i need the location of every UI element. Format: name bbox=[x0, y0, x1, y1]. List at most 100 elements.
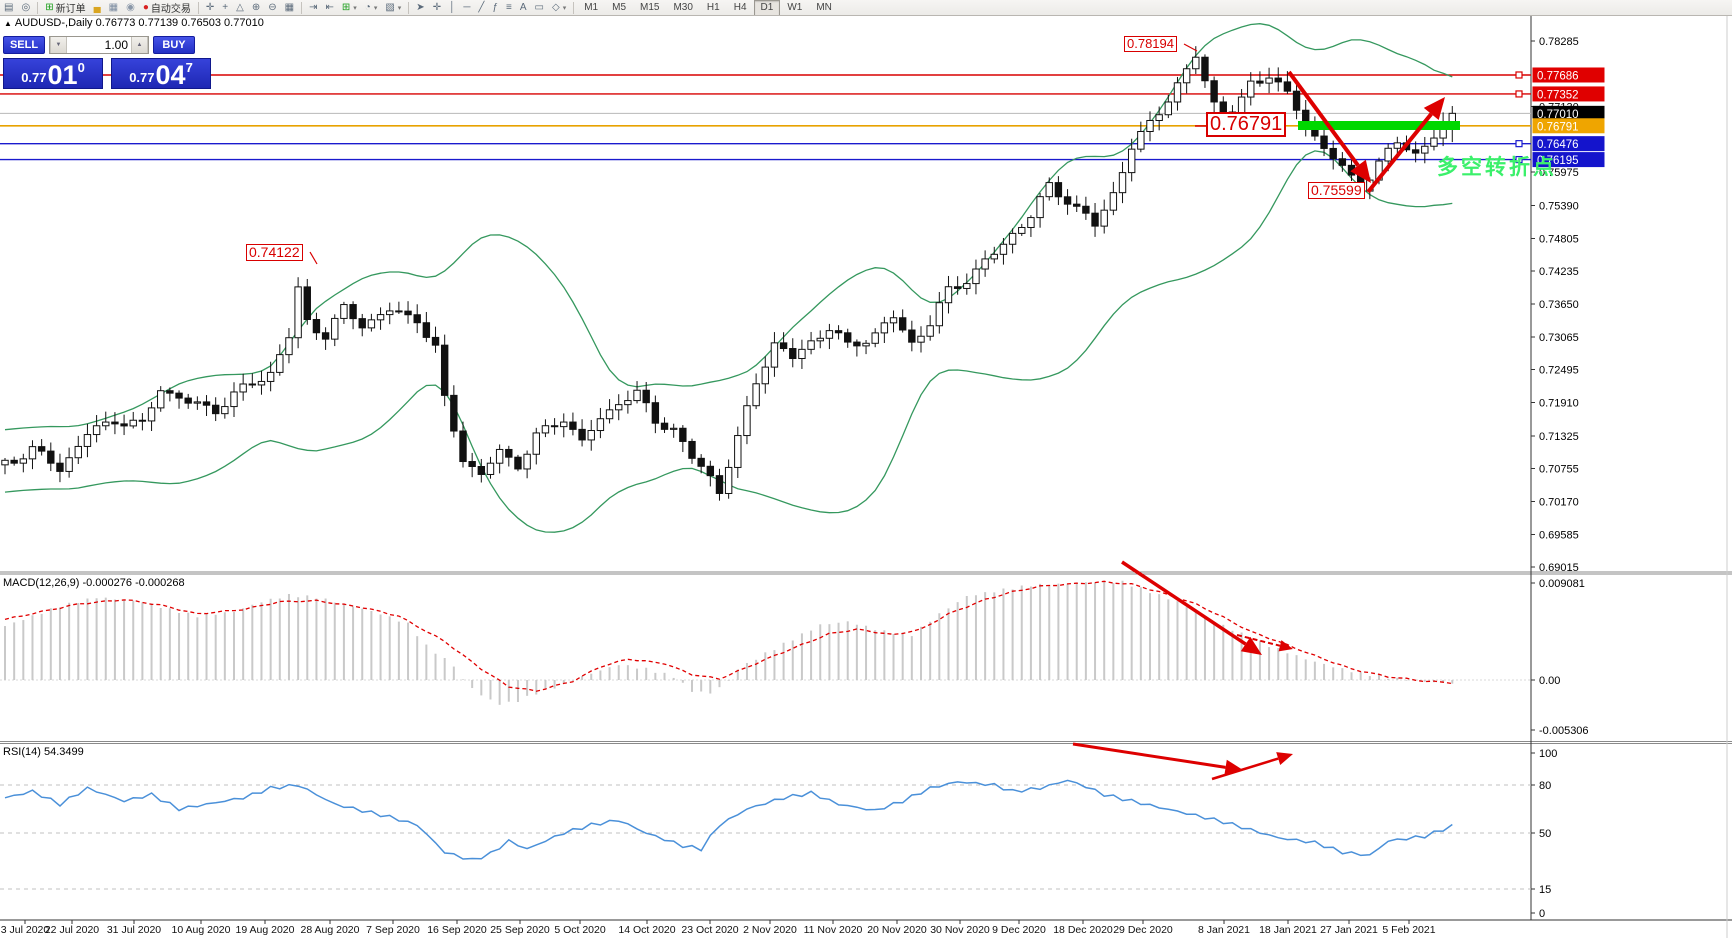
candlesticks bbox=[1, 46, 1456, 501]
svg-text:50: 50 bbox=[1539, 828, 1551, 840]
svg-text:31 Jul 2020: 31 Jul 2020 bbox=[107, 924, 161, 936]
axis-badge: 0.77686 bbox=[1532, 67, 1605, 83]
svg-text:28 Aug 2020: 28 Aug 2020 bbox=[301, 924, 360, 936]
cursor-button[interactable]: ➤ bbox=[412, 0, 428, 15]
zoom-in-icon: ⊕ bbox=[251, 2, 261, 13]
svg-text:16 Sep 2020: 16 Sep 2020 bbox=[427, 924, 487, 936]
svg-text:22 Jul 2020: 22 Jul 2020 bbox=[45, 924, 99, 936]
chevron-down-icon: ▾ bbox=[373, 4, 378, 12]
gold-button[interactable]: ▄ bbox=[90, 0, 105, 15]
svg-text:9 Dec 2020: 9 Dec 2020 bbox=[992, 924, 1046, 936]
trade-row-buttons: SELL ▼ ▲ BUY bbox=[3, 36, 215, 54]
add-indicator-button[interactable]: ⊞ ▾ bbox=[338, 0, 361, 15]
sound-button[interactable]: ◉ bbox=[122, 0, 139, 15]
volume-decrease-button[interactable]: ▼ bbox=[50, 37, 67, 53]
volume-input[interactable] bbox=[67, 37, 131, 53]
timeframe-button-w1[interactable]: W1 bbox=[787, 1, 803, 13]
axis-badge: 0.76195 bbox=[1532, 152, 1605, 168]
timeframe-button-mn[interactable]: MN bbox=[816, 1, 832, 13]
toolbar-separator bbox=[301, 1, 303, 14]
text-button[interactable]: A bbox=[516, 0, 531, 15]
green-support-bar[interactable] bbox=[1298, 121, 1460, 130]
svg-text:30 Nov 2020: 30 Nov 2020 bbox=[930, 924, 990, 936]
fibonacci-button[interactable]: ƒ bbox=[488, 0, 502, 15]
svg-text:2 Nov 2020: 2 Nov 2020 bbox=[743, 924, 797, 936]
macd-panel: 0.009081 0.00 -0.005306 bbox=[0, 578, 1589, 737]
sell-price-big: 01 bbox=[47, 60, 78, 90]
crosshair-button[interactable]: ✛ bbox=[429, 0, 445, 15]
svg-text:0.69015: 0.69015 bbox=[1539, 562, 1579, 574]
search-button[interactable]: ◎ bbox=[17, 0, 34, 15]
svg-text:0.71325: 0.71325 bbox=[1539, 431, 1579, 443]
svg-text:18 Dec 2020: 18 Dec 2020 bbox=[1053, 924, 1113, 936]
timeframe-button-h1[interactable]: H1 bbox=[706, 1, 720, 13]
trendline-button[interactable]: ╱ bbox=[474, 0, 488, 15]
chevron-down-icon: ▾ bbox=[353, 4, 357, 12]
shapes-icon: ◇ bbox=[551, 2, 560, 13]
annotation-arrows bbox=[309, 43, 1445, 781]
template-button[interactable]: ▧ ▾ bbox=[381, 0, 405, 15]
bollinger-upper-band bbox=[4, 23, 1453, 431]
rsi-line bbox=[4, 779, 1453, 860]
horizontal-line-button[interactable]: ─ bbox=[459, 0, 474, 15]
vertical-line-button[interactable]: │ bbox=[445, 0, 459, 15]
gold-icon: ▄ bbox=[93, 2, 101, 13]
timeframe-button-d1[interactable]: D1 bbox=[753, 0, 781, 15]
search-icon: ◎ bbox=[21, 2, 31, 13]
buy-price-box[interactable]: 0.77 04 7 bbox=[111, 58, 211, 89]
chevron-down-icon: ▾ bbox=[397, 4, 402, 12]
trade-row-prices: 0.77 01 0 0.77 04 7 bbox=[3, 58, 215, 89]
new-order-button[interactable]: ⊞ 新订单 bbox=[41, 0, 89, 15]
zoom-out-button[interactable]: ⊖ bbox=[264, 0, 280, 15]
chart-file-button[interactable]: ▤ bbox=[0, 0, 17, 15]
svg-text:0.00: 0.00 bbox=[1539, 675, 1560, 687]
svg-text:0.77686: 0.77686 bbox=[1537, 70, 1579, 82]
chart-shift-button[interactable]: ⇥ bbox=[305, 0, 321, 15]
collapse-triangle-icon[interactable]: ▲ bbox=[4, 19, 12, 28]
price-annotation-label[interactable]: 0.78194 bbox=[1124, 36, 1177, 52]
timeframe-button-h4[interactable]: H4 bbox=[733, 1, 747, 13]
sell-price-main: 0.77 bbox=[21, 70, 47, 85]
symbol-info: ▲ AUDUSD-,Daily 0.76773 0.77139 0.76503 0… bbox=[4, 17, 264, 29]
sell-price-box[interactable]: 0.77 01 0 bbox=[3, 58, 103, 89]
auto-scroll-button[interactable]: ⇤ bbox=[321, 0, 337, 15]
timeframe-button-m30[interactable]: M30 bbox=[673, 1, 693, 13]
svg-text:5 Oct 2020: 5 Oct 2020 bbox=[554, 924, 606, 936]
timeframe-button-m5[interactable]: M5 bbox=[612, 1, 627, 13]
buy-price-main: 0.77 bbox=[129, 70, 155, 85]
new-order-icon: ⊞ bbox=[45, 2, 54, 13]
timeframe-button-m15[interactable]: M15 bbox=[640, 1, 660, 13]
shapes-button[interactable]: ◇ ▾ bbox=[548, 0, 570, 15]
horizontal-line-icon: ─ bbox=[463, 2, 471, 13]
buy-button[interactable]: BUY bbox=[153, 36, 195, 54]
price-annotation-label[interactable]: 0.75599 bbox=[1308, 182, 1365, 199]
svg-text:11 Nov 2020: 11 Nov 2020 bbox=[804, 924, 863, 936]
equidistant-channel-button[interactable]: ≡ bbox=[502, 0, 516, 15]
chevron-down-icon: ▾ bbox=[562, 4, 567, 12]
channel-button[interactable]: △ bbox=[232, 0, 248, 15]
crosshair-add-button[interactable]: + bbox=[218, 0, 232, 15]
price-annotation-label[interactable]: 0.74122 bbox=[246, 244, 303, 261]
indicators-button[interactable]: ▦ bbox=[281, 0, 298, 15]
timeframe-button-m1[interactable]: M1 bbox=[584, 1, 599, 13]
chart-file-icon: ▤ bbox=[4, 2, 14, 13]
price-annotation-label[interactable]: 0.76791 bbox=[1206, 112, 1287, 137]
periods-button[interactable]: ◔ ▾ bbox=[361, 0, 382, 15]
toolbar-item-label: 新订单 bbox=[55, 4, 86, 15]
axis-badge: 0.76791 bbox=[1532, 118, 1605, 134]
sell-button[interactable]: SELL bbox=[3, 36, 45, 54]
text-label-button[interactable]: ▭ bbox=[531, 0, 548, 15]
svg-text:0.74235: 0.74235 bbox=[1539, 266, 1579, 278]
volume-increase-button[interactable]: ▲ bbox=[131, 37, 148, 53]
bollinger-bands bbox=[4, 23, 1453, 533]
svg-text:5 Feb 2021: 5 Feb 2021 bbox=[1382, 924, 1435, 936]
crosshair-window-button[interactable]: ✛ bbox=[202, 0, 218, 15]
turning-point-note[interactable]: 多空转折点 bbox=[1437, 156, 1557, 179]
chart-window-button[interactable]: ▦ bbox=[105, 0, 122, 15]
svg-text:18 Jan 2021: 18 Jan 2021 bbox=[1259, 924, 1317, 936]
auto-trading-button[interactable]: ● 自动交易 bbox=[139, 0, 195, 15]
zoom-in-button[interactable]: ⊕ bbox=[248, 0, 264, 15]
